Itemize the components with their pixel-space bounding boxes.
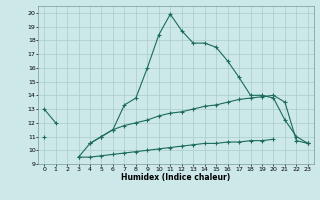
X-axis label: Humidex (Indice chaleur): Humidex (Indice chaleur) — [121, 173, 231, 182]
